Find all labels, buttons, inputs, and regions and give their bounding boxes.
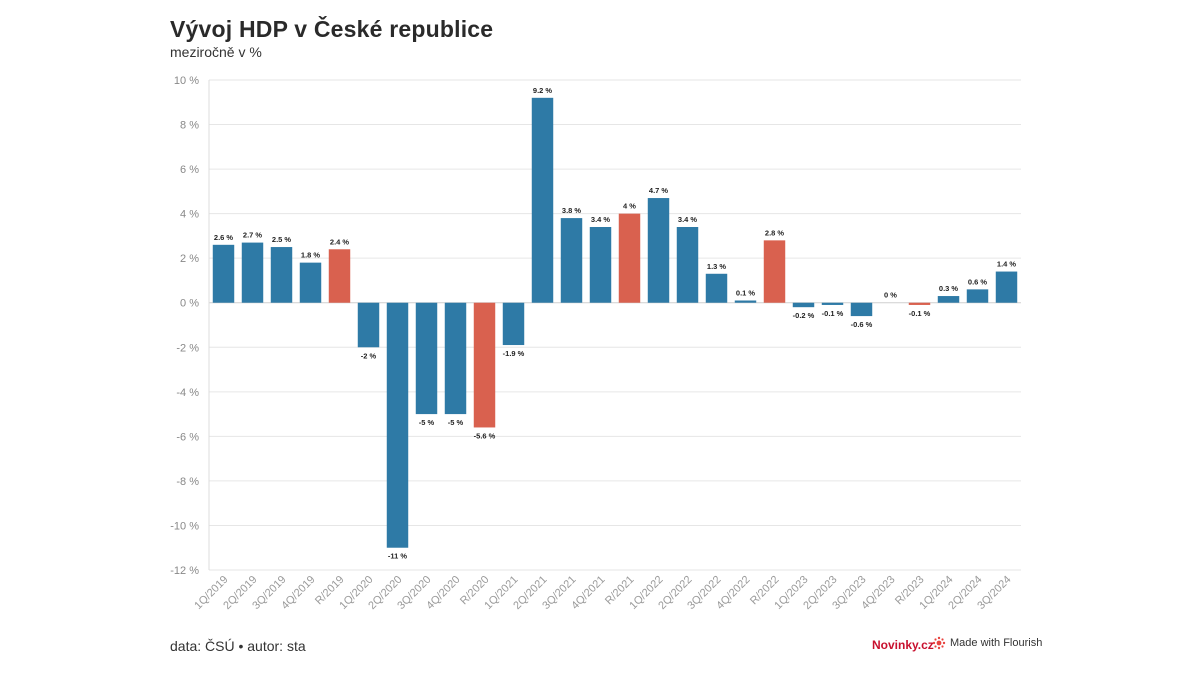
source-note: data: ČSÚ • autor: sta bbox=[170, 638, 306, 654]
data-label: -0.6 % bbox=[851, 320, 873, 329]
bar[interactable] bbox=[589, 227, 612, 303]
bar[interactable] bbox=[937, 296, 960, 303]
bar[interactable] bbox=[212, 244, 235, 303]
data-label: 1.4 % bbox=[997, 260, 1017, 269]
data-label: 0 % bbox=[884, 291, 897, 300]
bar[interactable] bbox=[792, 302, 815, 308]
made-with-flourish-text: Made with Flourish bbox=[950, 637, 1043, 649]
bar[interactable] bbox=[734, 300, 757, 303]
data-label: 0.6 % bbox=[968, 277, 988, 286]
brand-logo[interactable]: Novinky.cz bbox=[872, 638, 934, 652]
y-tick-label: -8 % bbox=[176, 476, 199, 488]
data-labels: 2.6 % 2.7 % 2.5 % 1.8 % 2.4 % -2 % -11 % -5 % -5… bbox=[214, 86, 1017, 561]
y-axis: 10 % 8 % 6 % 4 % 2 % 0 % -2 % -4 % -6 % -8 % -10 %… bbox=[170, 75, 199, 577]
y-tick-label: -4 % bbox=[176, 387, 199, 399]
data-label: 2.6 % bbox=[214, 233, 234, 242]
data-label: 2.7 % bbox=[243, 231, 263, 240]
data-label: 0.3 % bbox=[939, 284, 959, 293]
data-label: -5 % bbox=[448, 418, 464, 427]
data-label: -2 % bbox=[361, 351, 377, 360]
bar[interactable] bbox=[995, 271, 1018, 303]
bar[interactable] bbox=[328, 249, 351, 303]
bar[interactable] bbox=[705, 273, 728, 303]
bar[interactable] bbox=[908, 302, 931, 305]
bar[interactable] bbox=[502, 302, 525, 346]
data-label: 4.7 % bbox=[649, 186, 669, 195]
y-tick-label: -6 % bbox=[176, 431, 199, 443]
flourish-credit[interactable]: Made with Flourish bbox=[932, 636, 1042, 650]
bar[interactable] bbox=[299, 262, 322, 303]
data-label: 3.4 % bbox=[678, 215, 698, 224]
flourish-logo-icon bbox=[932, 636, 946, 650]
bar[interactable] bbox=[618, 213, 641, 303]
bar[interactable] bbox=[241, 242, 264, 303]
y-tick-label: -2 % bbox=[176, 342, 199, 354]
bar[interactable] bbox=[444, 302, 467, 415]
bar[interactable] bbox=[647, 198, 670, 303]
data-label: -0.1 % bbox=[822, 309, 844, 318]
y-tick-label: 2 % bbox=[180, 253, 199, 265]
y-tick-label: 0 % bbox=[180, 298, 199, 310]
data-label: 1.3 % bbox=[707, 262, 727, 271]
data-label: 0.1 % bbox=[736, 289, 756, 298]
data-label: 2.4 % bbox=[330, 237, 350, 246]
data-label: -0.1 % bbox=[909, 309, 931, 318]
data-label: 3.8 % bbox=[562, 206, 582, 215]
bar[interactable] bbox=[531, 97, 554, 303]
data-label: -0.2 % bbox=[793, 311, 815, 320]
bar[interactable] bbox=[850, 302, 873, 317]
data-label: 2.8 % bbox=[765, 228, 785, 237]
bar[interactable] bbox=[966, 289, 989, 303]
data-label: 3.4 % bbox=[591, 215, 611, 224]
bar[interactable] bbox=[270, 247, 293, 303]
y-tick-label: -10 % bbox=[170, 520, 199, 532]
chart-title: Vývoj HDP v České republice bbox=[170, 16, 494, 42]
data-label: 2.5 % bbox=[272, 235, 292, 244]
grid-lines bbox=[208, 79, 1021, 571]
y-tick-label: 8 % bbox=[180, 120, 199, 132]
data-label: 9.2 % bbox=[533, 86, 553, 95]
bar[interactable] bbox=[357, 302, 380, 348]
bar[interactable] bbox=[560, 218, 583, 303]
data-label: -5.6 % bbox=[474, 431, 496, 440]
data-label: 4 % bbox=[623, 202, 636, 211]
chart-subtitle: meziročně v % bbox=[170, 44, 262, 60]
bar[interactable] bbox=[473, 302, 496, 428]
bar[interactable] bbox=[763, 240, 786, 303]
bar[interactable] bbox=[676, 227, 699, 303]
y-tick-label: 4 % bbox=[180, 209, 199, 221]
x-axis: 1Q/20192Q/20193Q/20194Q/2019R/20191Q/202… bbox=[192, 574, 1013, 612]
y-tick-label: 10 % bbox=[174, 75, 199, 87]
data-label: -11 % bbox=[388, 552, 408, 561]
bars bbox=[212, 97, 1018, 548]
data-label: -1.9 % bbox=[503, 349, 525, 358]
bar[interactable] bbox=[821, 302, 844, 305]
y-tick-label: 6 % bbox=[180, 164, 199, 176]
data-label: 1.8 % bbox=[301, 251, 321, 260]
y-tick-label: -12 % bbox=[170, 565, 199, 577]
bar[interactable] bbox=[415, 302, 438, 415]
data-label: -5 % bbox=[419, 418, 435, 427]
bar[interactable] bbox=[386, 302, 409, 548]
